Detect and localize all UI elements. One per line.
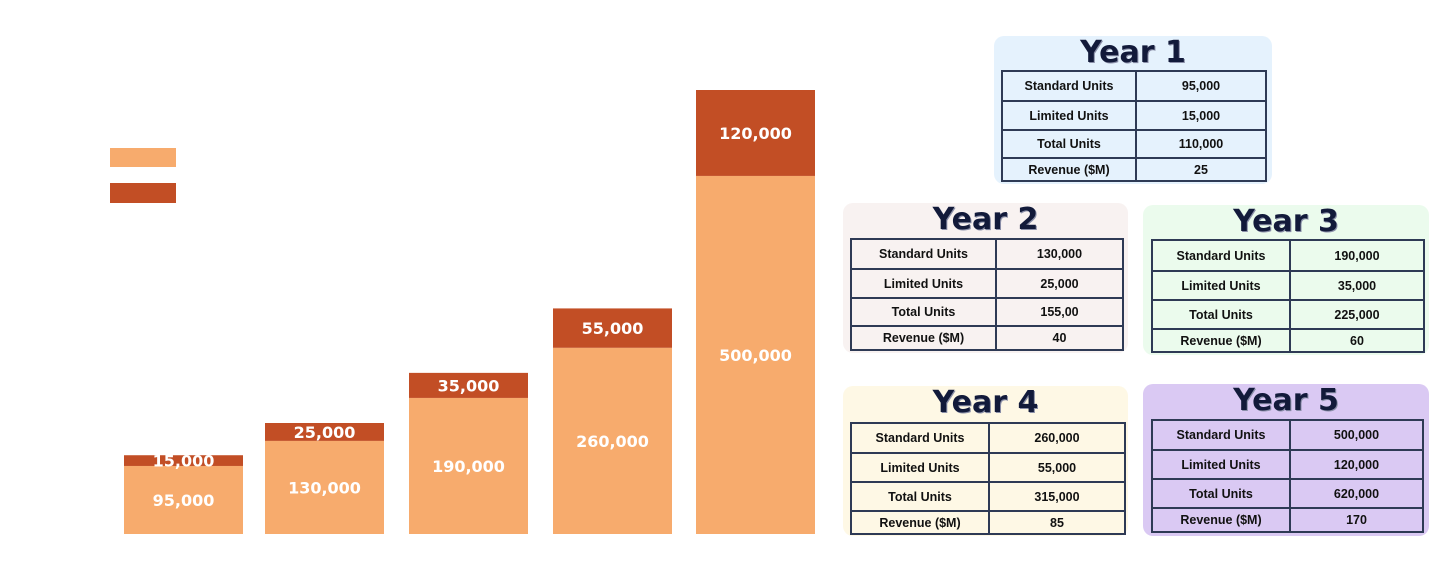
row-value: 120,000	[1289, 449, 1424, 480]
data-label-limited: 25,000	[294, 423, 356, 442]
row-label: Revenue ($M)	[1001, 157, 1137, 182]
row-label: Limited Units	[850, 452, 990, 483]
row-label: Limited Units	[1151, 270, 1291, 301]
table-row: Revenue ($M) 85	[850, 510, 1126, 535]
bars-group: 95,000 15,000 130,000 25,000 190,000 35,000 26…	[124, 90, 815, 534]
year-card-4: Year 4 Standard Units 260,000 Limited Uni…	[843, 386, 1128, 536]
table-row: Revenue ($M) 60	[1151, 328, 1425, 353]
row-value: 35,000	[1289, 270, 1425, 301]
year-card-5: Year 5 Standard Units 500,000 Limited Uni…	[1143, 384, 1429, 536]
bar-limited	[409, 372, 528, 398]
row-value: 25,000	[995, 268, 1124, 299]
row-label: Revenue ($M)	[850, 325, 997, 351]
row-value: 85	[988, 510, 1126, 535]
year-title: Year 3	[1233, 204, 1339, 239]
year-title: Year 1	[1080, 35, 1186, 70]
table-row: Standard Units 95,000	[1001, 70, 1267, 102]
row-value: 225,000	[1289, 299, 1425, 330]
table-row: Total Units 110,000	[1001, 129, 1267, 159]
year-title: Year 5	[1233, 383, 1339, 418]
table-row: Revenue ($M) 40	[850, 325, 1124, 351]
year-title: Year 4	[932, 385, 1039, 420]
year-table: Standard Units 130,000 Limited Units 25,00…	[850, 238, 1124, 351]
table-row: Total Units 620,000	[1151, 478, 1424, 509]
row-value: 190,000	[1289, 239, 1425, 272]
table-row: Total Units 155,00	[850, 297, 1124, 327]
row-value: 170	[1289, 507, 1424, 533]
stacked-bar-chart: 95,000 15,000 130,000 25,000 190,000 35,000 26…	[110, 90, 815, 534]
bar-standard	[409, 397, 528, 534]
row-value: 155,00	[995, 297, 1124, 327]
bar-standard	[265, 440, 384, 534]
data-label-limited: 15,000	[153, 452, 215, 471]
table-row: Limited Units 35,000	[1151, 270, 1425, 301]
table-row: Total Units 225,000	[1151, 299, 1425, 330]
row-value: 110,000	[1135, 129, 1267, 159]
row-label: Standard Units	[1151, 419, 1291, 451]
data-label-limited: 55,000	[582, 319, 644, 338]
bar-limited	[696, 90, 815, 176]
row-value: 620,000	[1289, 478, 1424, 509]
data-label-standard: 260,000	[576, 432, 649, 451]
row-value: 130,000	[995, 238, 1124, 270]
row-label: Revenue ($M)	[1151, 507, 1291, 533]
bar-limited	[553, 308, 672, 348]
row-label: Limited Units	[1151, 449, 1291, 480]
bar-standard	[696, 175, 815, 534]
row-value: 315,000	[988, 481, 1126, 512]
year-table: Standard Units 95,000 Limited Units 15,000…	[1001, 70, 1267, 182]
row-value: 40	[995, 325, 1124, 351]
data-label-limited: 120,000	[719, 124, 792, 143]
bar-limited	[124, 455, 243, 466]
legend-swatch-limited	[110, 183, 176, 203]
row-value: 60	[1289, 328, 1425, 353]
table-row: Standard Units 130,000	[850, 238, 1124, 270]
row-label: Total Units	[850, 481, 990, 512]
year-table: Standard Units 500,000 Limited Units 120,0…	[1151, 419, 1424, 533]
row-label: Standard Units	[850, 238, 997, 270]
row-value: 15,000	[1135, 100, 1267, 131]
row-value: 95,000	[1135, 70, 1267, 102]
row-label: Standard Units	[1151, 239, 1291, 272]
data-label-standard: 190,000	[432, 457, 505, 476]
table-row: Revenue ($M) 25	[1001, 157, 1267, 182]
table-row: Limited Units 15,000	[1001, 100, 1267, 131]
table-row: Standard Units 500,000	[1151, 419, 1424, 451]
bar-limited	[265, 423, 384, 441]
table-row: Total Units 315,000	[850, 481, 1126, 512]
year-table: Standard Units 190,000 Limited Units 35,00…	[1151, 239, 1425, 353]
year-card-2: Year 2 Standard Units 130,000 Limited Uni…	[843, 203, 1128, 353]
row-label: Limited Units	[850, 268, 997, 299]
row-label: Total Units	[1001, 129, 1137, 159]
legend-swatch-standard	[110, 148, 176, 167]
year-card-1: Year 1 Standard Units 95,000 Limited Unit…	[994, 36, 1272, 184]
bar-standard	[124, 465, 243, 534]
row-label: Total Units	[1151, 299, 1291, 330]
year-card-3: Year 3 Standard Units 190,000 Limited Uni…	[1143, 205, 1429, 355]
table-row: Standard Units 190,000	[1151, 239, 1425, 272]
row-label: Revenue ($M)	[1151, 328, 1291, 353]
row-value: 25	[1135, 157, 1267, 182]
data-label-standard: 95,000	[153, 491, 215, 510]
row-label: Total Units	[850, 297, 997, 327]
year-table: Standard Units 260,000 Limited Units 55,00…	[850, 422, 1126, 535]
row-label: Total Units	[1151, 478, 1291, 509]
data-label-standard: 130,000	[288, 478, 361, 497]
row-label: Limited Units	[1001, 100, 1137, 131]
table-row: Limited Units 55,000	[850, 452, 1126, 483]
table-row: Limited Units 25,000	[850, 268, 1124, 299]
row-value: 55,000	[988, 452, 1126, 483]
row-label: Revenue ($M)	[850, 510, 990, 535]
row-value: 260,000	[988, 422, 1126, 454]
data-label-standard: 500,000	[719, 346, 792, 365]
table-row: Revenue ($M) 170	[1151, 507, 1424, 533]
row-label: Standard Units	[850, 422, 990, 454]
year-title: Year 2	[932, 202, 1039, 237]
table-row: Standard Units 260,000	[850, 422, 1126, 454]
row-label: Standard Units	[1001, 70, 1137, 102]
table-row: Limited Units 120,000	[1151, 449, 1424, 480]
row-value: 500,000	[1289, 419, 1424, 451]
bar-standard	[553, 347, 672, 534]
data-label-limited: 35,000	[438, 376, 500, 395]
